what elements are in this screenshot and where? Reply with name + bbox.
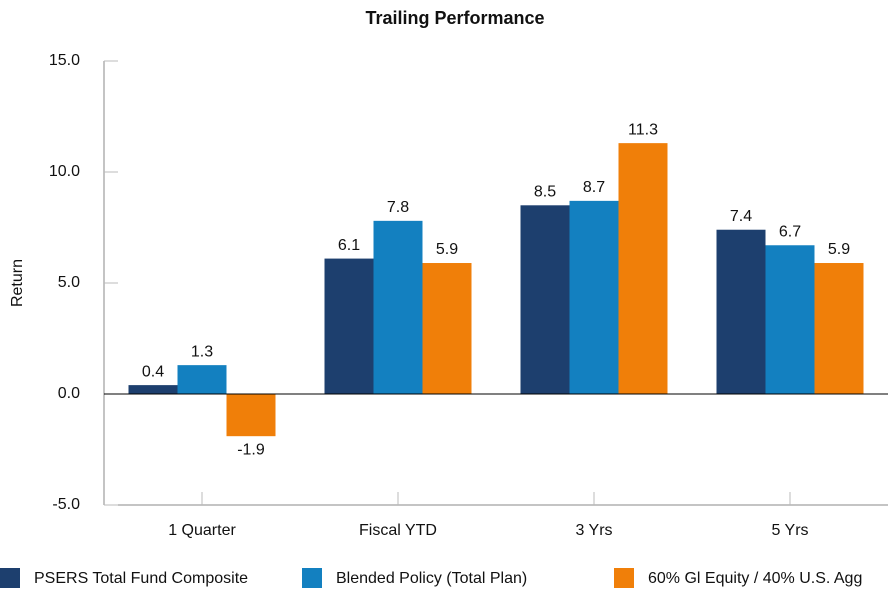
value-label: 1.3: [191, 343, 213, 360]
bar: [814, 263, 864, 394]
bar: [520, 205, 570, 394]
value-label: 7.4: [730, 208, 752, 225]
bar: [373, 220, 423, 394]
y-axis-label: Return: [9, 259, 26, 307]
bar: [226, 394, 276, 437]
x-tick-label: 3 Yrs: [575, 522, 612, 539]
value-label: -1.9: [237, 441, 265, 458]
value-label: 5.9: [828, 241, 850, 258]
y-tick-label: 15.0: [49, 52, 80, 69]
legend-label: 60% Gl Equity / 40% U.S. Agg: [648, 570, 862, 587]
legend-label: Blended Policy (Total Plan): [336, 570, 527, 587]
bar: [128, 385, 178, 394]
chart-title: Trailing Performance: [365, 8, 544, 28]
value-label: 11.3: [628, 121, 658, 138]
y-tick-label: -5.0: [52, 496, 80, 513]
value-label: 7.8: [387, 199, 409, 216]
bar: [324, 258, 374, 394]
value-label: 8.5: [534, 184, 556, 201]
bar: [422, 263, 472, 394]
bar: [765, 245, 815, 394]
value-label: 6.1: [338, 237, 360, 254]
x-tick-label: 5 Yrs: [771, 522, 808, 539]
legend-swatch: [302, 568, 322, 588]
legend-swatch: [0, 568, 20, 588]
bar: [177, 365, 227, 394]
legend-swatch: [614, 568, 634, 588]
legend-label: PSERS Total Fund Composite: [34, 570, 248, 587]
bar: [569, 200, 619, 394]
x-tick-label: 1 Quarter: [168, 522, 236, 539]
value-label: 5.9: [436, 241, 458, 258]
value-label: 0.4: [142, 363, 164, 380]
y-tick-label: 10.0: [49, 163, 80, 180]
value-label: 8.7: [583, 179, 605, 196]
bar: [618, 143, 668, 394]
y-tick-label: 5.0: [58, 274, 80, 291]
x-tick-label: Fiscal YTD: [359, 522, 437, 539]
bar: [716, 229, 766, 394]
value-label: 6.7: [779, 223, 801, 240]
y-tick-label: 0.0: [58, 385, 80, 402]
